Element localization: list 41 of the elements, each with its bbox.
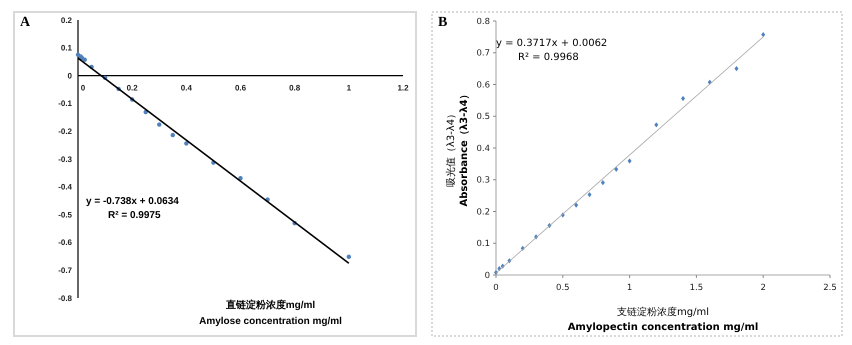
y-tick-label: -0.7 [58,266,73,275]
x-tick-label: 0.8 [289,84,301,93]
y-tick-label: 0 [484,270,490,281]
x-tick-label: 0 [80,84,86,93]
x-tick-label: 0.5 [556,283,570,293]
chart-title: B [438,15,448,30]
y-tick-label: 0.1 [60,44,73,53]
annotation: y = -0.738x + 0.0634 [86,196,180,207]
y-tick-label: -0.1 [58,99,73,108]
chart-title: A [20,15,31,30]
x-tick-label: 0 [493,283,499,293]
x-tick-label: 1.5 [690,283,704,293]
y-tick-label: -0.4 [58,182,73,192]
annotation: R² = 0.9975 [108,210,161,221]
x-tick-label: 1 [626,283,632,293]
y-tick-label: 0.3 [476,176,490,186]
y-tick-label: 0.2 [476,207,490,218]
y-tick-label: 0.5 [476,112,490,122]
y-tick-label: 0.1 [476,239,490,250]
x-tick-label: 1 [346,84,352,93]
y-tick-label: -0.2 [58,127,73,136]
y-axis-title: 吸光值（λ3-λ4） Absorbance（λ3-λ4） [445,89,470,207]
x-tick-label: 0.6 [234,84,247,93]
y-tick-label: 0.7 [476,48,490,59]
y-tick-label: 0 [68,71,73,80]
y-tick-label: -0.8 [58,294,73,303]
x-tick-label: 2.5 [823,283,837,293]
y-tick-label: -0.5 [58,210,73,220]
y-tick-label: 0.8 [476,16,490,27]
x-axis-title: 支链淀粉浓度mg/ml Amylopectin concentration mg/ml [568,306,758,333]
x-tick-label: 0.2 [126,84,138,93]
annotation: R² = 0.9968 [518,52,579,63]
x-axis-title: 直链淀粉浓度mg/ml Amylose concentration mg/ml [199,299,342,327]
y-tick-label: -0.3 [58,154,73,164]
annotation: y = 0.3717x + 0.0062 [496,38,608,49]
y-tick-label: -0.6 [58,238,73,248]
y-tick-label: 0.2 [60,16,73,25]
x-tick-label: 1.2 [397,84,410,93]
y-tick-label: 0.4 [476,144,490,154]
x-tick-label: 0.4 [180,84,192,93]
x-tick-label: 2 [760,283,766,293]
